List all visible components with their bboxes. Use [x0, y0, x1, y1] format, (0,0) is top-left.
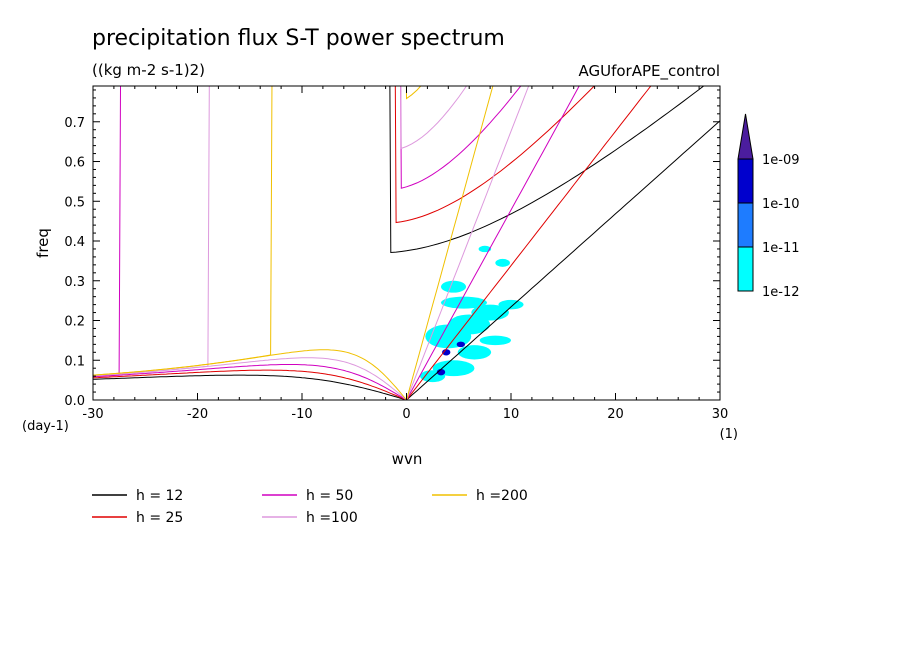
spectrum-shading: [420, 245, 524, 383]
y-axis-ticks: 0.0 0.1 0.2 0.3 0.4 0.5 0.6 0.7: [64, 89, 720, 409]
spectrum-region: [448, 314, 491, 335]
x-axis-label: wvn: [392, 450, 423, 468]
x-tick-label: -20: [187, 407, 208, 422]
y-tick-label: 0.2: [64, 315, 85, 330]
colorbar-label: 1e-11: [762, 241, 800, 256]
colorbar: 1e-12 1e-11 1e-10 1e-09: [737, 113, 800, 300]
colorbar-box: [737, 158, 754, 204]
x-tick-label: 0: [402, 407, 410, 422]
rossby-curve: [93, 349, 407, 400]
x-axis-ticks: -30 -20 -10 0 10 20 30: [82, 86, 728, 422]
spectrum-region: [456, 341, 466, 348]
legend-label: h = 12: [136, 488, 183, 504]
y-axis-unit: (day-1): [22, 419, 69, 434]
y-tick-label: 0.1: [64, 354, 85, 369]
kelvin-curve: [406, 86, 494, 400]
gravity-wave-curve: [389, 86, 705, 254]
spectrum-region: [495, 258, 510, 267]
dispersion-curves: [93, 86, 720, 400]
rossby-curve: [93, 364, 407, 400]
x-tick-label: 30: [712, 407, 729, 422]
spectrum-region: [442, 349, 451, 356]
run-label: AGUforAPE_control: [578, 62, 720, 81]
gravity-wave-curve: [93, 86, 522, 378]
x-tick-label: -10: [291, 407, 312, 422]
y-axis-label: freq: [34, 228, 52, 258]
chart-title: precipitation flux S-T power spectrum: [92, 26, 505, 51]
y-tick-label: 0.0: [64, 394, 85, 409]
spectrum-region: [479, 335, 512, 346]
kelvin-curve: [406, 86, 580, 400]
legend: h = 12 h = 25 h = 50 h =100 h =200: [92, 488, 528, 526]
rossby-curve: [93, 369, 407, 400]
legend-label: h =100: [306, 510, 358, 526]
legend-label: h = 25: [136, 510, 183, 526]
spectrum-region: [457, 345, 492, 360]
kelvin-curve: [406, 86, 530, 400]
rossby-curve: [93, 374, 407, 400]
kelvin-curve: [406, 86, 652, 400]
chart-subtitle: ((kg m-2 s-1)2): [92, 61, 205, 79]
colorbar-box: [737, 202, 754, 248]
x-tick-label: -30: [82, 407, 103, 422]
colorbar-label: 1e-12: [762, 285, 800, 300]
colorbar-label: 1e-10: [762, 197, 800, 212]
spectrum-region: [440, 280, 467, 293]
legend-label: h = 50: [306, 488, 353, 504]
gravity-wave-curve: [394, 86, 595, 224]
rossby-curve: [93, 357, 407, 400]
y-tick-label: 0.5: [64, 195, 85, 210]
legend-label: h =200: [476, 488, 528, 504]
x-tick-label: 20: [607, 407, 624, 422]
spectrum-region: [478, 245, 492, 253]
colorbar-box: [737, 246, 754, 292]
colorbar-label: 1e-09: [762, 153, 800, 168]
spectrum-region: [498, 299, 524, 310]
x-tick-label: 10: [503, 407, 520, 422]
plot-area: [93, 86, 720, 400]
y-tick-label: 0.4: [64, 235, 85, 250]
kelvin-curve: [406, 120, 720, 400]
y-tick-label: 0.6: [64, 156, 85, 171]
colorbar-triangle: [737, 113, 754, 160]
y-tick-label: 0.7: [64, 116, 85, 131]
x-axis-unit: (1): [720, 427, 738, 442]
y-tick-label: 0.3: [64, 275, 85, 290]
spectrum-region: [440, 296, 487, 309]
